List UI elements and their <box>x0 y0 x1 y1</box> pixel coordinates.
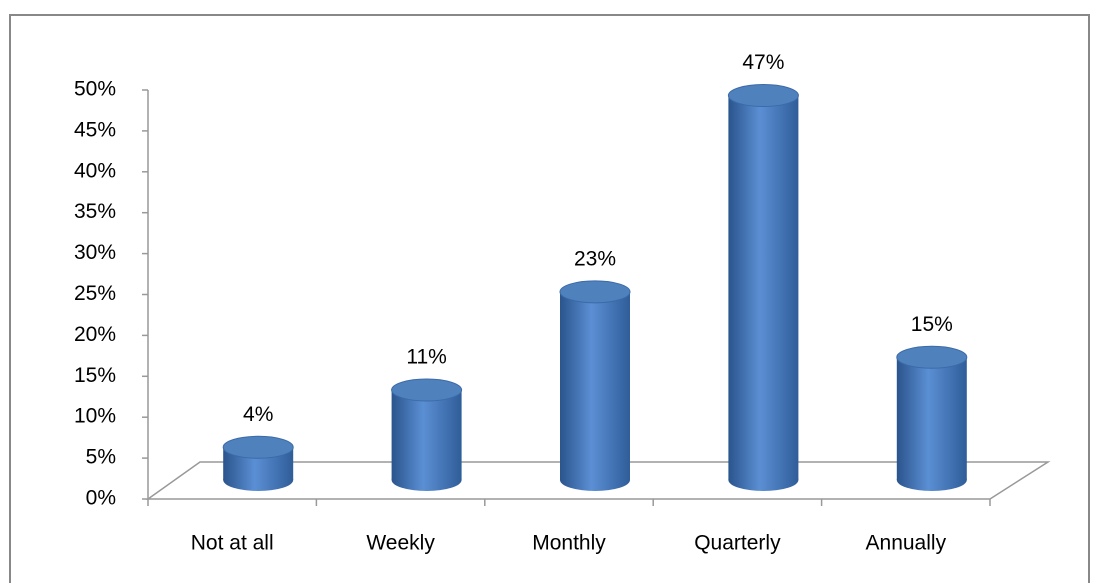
y-tick-label: 10% <box>74 405 116 428</box>
y-tick-label: 40% <box>74 159 116 182</box>
x-tick-label: Not at all <box>191 532 274 555</box>
bar-body <box>560 291 630 480</box>
y-tick-label: 50% <box>74 78 116 101</box>
bar-top <box>727 84 799 108</box>
y-tick-label: 0% <box>86 487 116 510</box>
x-tick-label: Quarterly <box>694 532 781 555</box>
y-tick-label: 5% <box>86 446 116 469</box>
bar-top <box>391 378 463 402</box>
bar <box>222 435 294 491</box>
data-label: 11% <box>406 346 446 369</box>
x-tick-label: Monthly <box>532 532 606 555</box>
bar <box>391 378 463 491</box>
y-tick-label: 45% <box>74 118 116 141</box>
x-tick-label: Weekly <box>366 532 435 555</box>
data-label: 47% <box>742 51 784 74</box>
bar-top <box>896 345 968 369</box>
data-label: 15% <box>911 313 953 336</box>
data-label: 4% <box>243 403 273 426</box>
bar <box>896 345 968 491</box>
y-tick-label: 15% <box>74 364 116 387</box>
bar-body <box>896 357 967 480</box>
data-label: 23% <box>574 247 616 270</box>
bar <box>559 280 631 491</box>
bar-body <box>728 95 799 480</box>
bar <box>727 84 799 491</box>
x-tick-label: Annually <box>866 532 947 555</box>
bar-top <box>222 435 294 459</box>
y-tick-label: 30% <box>74 241 116 264</box>
y-tick-label: 35% <box>74 200 116 223</box>
y-tick-label: 20% <box>74 323 116 346</box>
bar-top <box>559 280 631 304</box>
bar-body <box>391 390 462 480</box>
y-tick-label: 25% <box>74 282 116 305</box>
